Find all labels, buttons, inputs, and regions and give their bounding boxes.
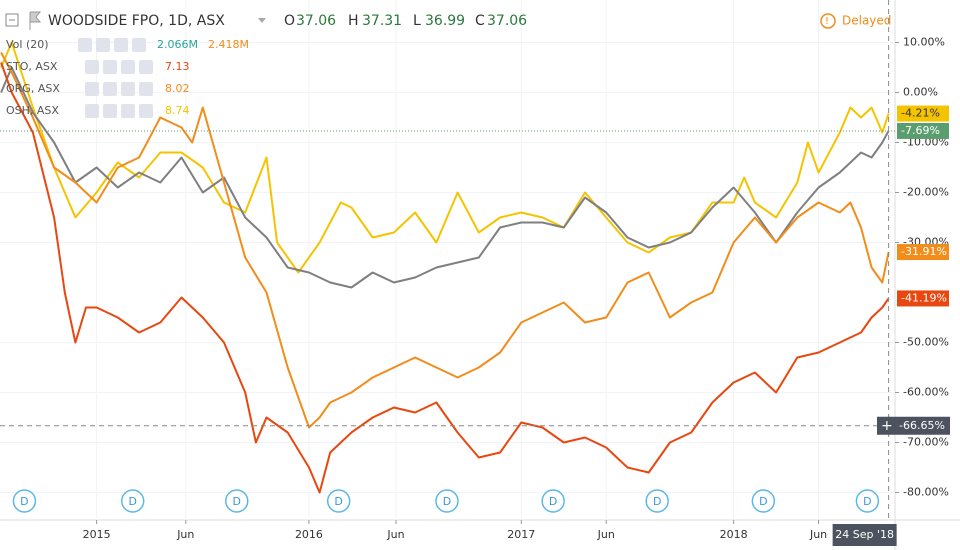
x-tick-label: Jun	[386, 528, 404, 541]
legend-icon[interactable]	[132, 38, 146, 52]
price-label: -7.69%	[901, 124, 940, 137]
dividend-marker[interactable]	[120, 489, 145, 513]
ohlc-label: O	[284, 13, 295, 29]
dividend-marker[interactable]	[12, 489, 37, 513]
price-label-bg	[897, 105, 949, 122]
dividend-label: D	[863, 495, 871, 508]
legend-label: STO, ASX	[6, 60, 58, 73]
dividend-marker[interactable]	[225, 489, 249, 513]
series-line	[0, 41, 890, 274]
dividend-label: D	[653, 495, 661, 508]
y-tick-label: 10.00%	[903, 36, 945, 49]
x-tick-label: 2018	[720, 528, 748, 541]
dividend-marker[interactable]	[645, 489, 669, 513]
legend-icon[interactable]	[85, 104, 99, 118]
dividend-label: D	[549, 495, 557, 508]
y-tick-label: -80.00%	[903, 486, 949, 499]
volume-value: 2.418M	[208, 38, 249, 51]
y-tick-label: 0.00%	[903, 86, 938, 99]
price-label: -41.19%	[901, 291, 947, 304]
collapse-icon[interactable]	[5, 13, 19, 27]
y-tick-label: -60.00%	[903, 386, 949, 399]
y-tick-label: -50.00%	[903, 336, 949, 349]
legend-icon[interactable]	[139, 104, 153, 118]
x-tick-label: Jun	[597, 528, 615, 541]
delayed-icon-mark: !	[825, 16, 829, 27]
plot-area	[0, 0, 899, 524]
ohlc-value: 36.99	[425, 13, 465, 29]
x-tick-label: 2016	[295, 528, 323, 541]
price-label: -4.21%	[901, 107, 940, 120]
legend-price: 7.13	[165, 60, 190, 73]
legend-label: Vol (20)	[6, 38, 49, 51]
series-line	[0, 62, 890, 494]
legend-icon[interactable]	[139, 60, 153, 74]
series-line	[0, 52, 890, 429]
crosshair-x-label: 24 Sep '18	[835, 528, 894, 541]
dividend-label: D	[20, 495, 28, 508]
ohlc-value: 37.06	[487, 13, 527, 29]
ohlc-label: L	[413, 13, 421, 29]
legend-icon[interactable]	[85, 82, 99, 96]
ohlc-label: H	[348, 13, 359, 29]
x-tick-label: 2015	[83, 528, 111, 541]
legend-label: ORG, ASX	[6, 82, 60, 95]
legend-icon[interactable]	[121, 82, 135, 96]
dividend-marker[interactable]	[541, 489, 565, 513]
dividend-label: D	[233, 495, 241, 508]
price-label: -31.91%	[901, 245, 947, 258]
crosshair-x-bg	[832, 524, 897, 546]
dropdown[interactable]	[258, 18, 266, 23]
legend-icon[interactable]	[78, 38, 92, 52]
x-tick-label: 2017	[507, 528, 535, 541]
dividend-label: D	[334, 495, 342, 508]
dividend-marker[interactable]	[435, 489, 459, 513]
dividend-marker[interactable]	[855, 489, 880, 513]
series-line	[0, 66, 890, 289]
dividend-label: D	[128, 495, 136, 508]
legend-price: 8.74	[165, 104, 190, 117]
y-tick-label: -70.00%	[903, 436, 949, 449]
price-label-bg	[897, 290, 949, 307]
legend-icon[interactable]	[85, 60, 99, 74]
x-tick-label: Jun	[809, 528, 827, 541]
ohlc-value: 37.31	[362, 13, 402, 29]
x-tick-label: Jun	[176, 528, 194, 541]
crosshair-y-label: -66.65%	[899, 419, 945, 432]
y-tick-label: -20.00%	[903, 186, 949, 199]
status[interactable]: Delayed	[842, 14, 891, 28]
legend-icon[interactable]	[103, 104, 117, 118]
legend-icon[interactable]	[139, 82, 153, 96]
legend-icon[interactable]	[114, 38, 128, 52]
flag-icon[interactable]	[29, 11, 42, 30]
ohlc-label: C	[475, 13, 485, 29]
ohlc-value: 37.06	[296, 13, 336, 29]
chart-title: WOODSIDE FPO, 1D, ASX	[48, 13, 225, 29]
dividend-marker[interactable]	[751, 489, 776, 513]
dividend-label: D	[443, 495, 451, 508]
dividend-label: D	[759, 495, 767, 508]
crosshair-plus: +	[881, 418, 893, 434]
dividend-marker[interactable]	[326, 489, 351, 513]
price-label-bg	[897, 244, 949, 261]
legend-icon[interactable]	[103, 82, 117, 96]
legend-icon[interactable]	[103, 60, 117, 74]
legend-icon[interactable]	[121, 60, 135, 74]
volume-value: 2.066M	[157, 38, 198, 51]
delayed-icon	[820, 13, 836, 29]
crosshair-y-bg	[877, 416, 950, 435]
price-label-bg	[897, 122, 949, 139]
legend-icon[interactable]	[96, 38, 110, 52]
legend-price: 8.02	[165, 82, 190, 95]
legend-label: OSH, ASX	[6, 104, 59, 117]
legend-icon[interactable]	[121, 104, 135, 118]
